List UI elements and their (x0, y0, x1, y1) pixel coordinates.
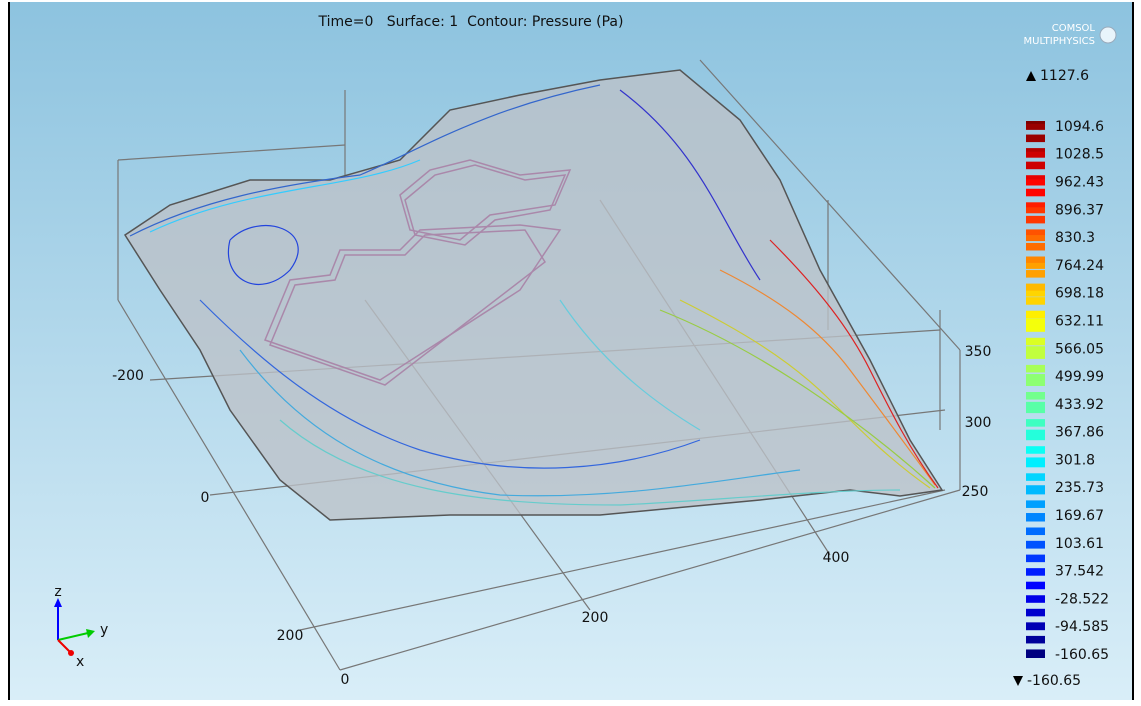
colorbar-level (1026, 179, 1045, 186)
colorbar-min: -160.65 (1027, 673, 1081, 689)
colorbar-segment (1026, 161, 1045, 170)
logo: MULTIPHYSICS (1024, 36, 1095, 47)
colorbar-segment (1026, 378, 1045, 386)
axis-tick-label: 350 (965, 344, 992, 360)
colorbar-level (1026, 151, 1045, 158)
colorbar-label: 433.92 (1055, 397, 1104, 413)
colorbar-label: 764.24 (1055, 258, 1104, 274)
colorbar-segment (1026, 459, 1045, 468)
colorbar-label: 37.542 (1055, 564, 1104, 580)
colorbar-label: 632.11 (1055, 313, 1104, 329)
colorbar-label: 367.86 (1055, 425, 1104, 441)
axis-tick-label: 250 (962, 484, 989, 500)
colorbar-level (1026, 207, 1045, 214)
colorbar-level (1026, 513, 1045, 520)
axis-tick-label: -200 (112, 368, 144, 384)
logo-icon (1099, 26, 1117, 44)
axis-tick-label: 200 (582, 610, 609, 626)
axis-tick-label: 0 (201, 490, 210, 506)
colorbar-label: 499.99 (1055, 369, 1104, 385)
colorbar-label: 103.61 (1055, 536, 1104, 552)
terrain-surface (123, 69, 944, 521)
colorbar-segment (1026, 229, 1045, 237)
axis-tick-label: 400 (823, 550, 850, 566)
colorbar-label: 169.67 (1055, 508, 1104, 524)
colorbar-segment (1026, 337, 1045, 346)
colorbar-label: -94.585 (1055, 619, 1109, 635)
colorbar-segment (1026, 310, 1045, 319)
max-arrow (1026, 71, 1036, 81)
colorbar-segment (1026, 405, 1045, 414)
colorbar-segment (1026, 446, 1045, 454)
axis-triad: z y x (54, 584, 108, 670)
axis-tick-label: 0 (341, 672, 350, 688)
colorbar-segment (1026, 351, 1045, 359)
triad-label: x (76, 654, 84, 670)
colorbar-level (1026, 318, 1045, 325)
colorbar-label: 698.18 (1055, 286, 1104, 302)
colorbar-level (1026, 401, 1045, 408)
axis-tick-label: 200 (277, 628, 304, 644)
buildings (264, 159, 572, 386)
colorbar-level (1026, 262, 1045, 269)
colorbar-segment (1026, 581, 1045, 590)
colorbar-label: 830.3 (1055, 230, 1095, 246)
colorbar-level (1026, 235, 1045, 242)
colorbar-segment (1026, 283, 1045, 292)
colorbar-label: -28.522 (1055, 591, 1109, 607)
colorbar-level (1026, 374, 1045, 381)
colorbar-segment (1026, 297, 1045, 305)
colorbar-label: 896.37 (1055, 202, 1104, 218)
colorbar-max: 1127.6 (1040, 68, 1089, 84)
colorbar-segment (1026, 270, 1045, 278)
colorbar-segment (1026, 256, 1045, 265)
colorbar-level (1026, 624, 1045, 631)
colorbar-label: 235.73 (1055, 480, 1104, 496)
colorbar-level (1026, 346, 1045, 353)
colorbar-segment (1026, 419, 1045, 427)
colorbar-level (1026, 596, 1045, 603)
colorbar-segment (1026, 554, 1045, 563)
colorbar-segment (1026, 134, 1045, 143)
colorbar-level (1026, 123, 1045, 130)
colorbar-segment (1026, 364, 1045, 373)
colorbar-label: 301.8 (1055, 452, 1095, 468)
colorbar-level (1026, 429, 1045, 436)
colorbar-segment (1026, 324, 1045, 332)
colorbar-level (1026, 485, 1045, 492)
triad-label: y (100, 622, 108, 638)
colorbar-segment (1026, 215, 1045, 224)
colorbar-segment (1026, 188, 1045, 197)
colorbar: 1094.6 1028.5 962.43 896.37 830.3 764.24 698.1… (1026, 119, 1109, 663)
colorbar-segment (1026, 608, 1045, 617)
colorbar-label: 1094.6 (1055, 119, 1104, 135)
colorbar-segment (1026, 432, 1045, 441)
colorbar-label: 962.43 (1055, 174, 1104, 190)
colorbar-segment (1026, 473, 1045, 481)
colorbar-segment (1026, 242, 1045, 251)
colorbar-label: 566.05 (1055, 341, 1104, 357)
colorbar-segment (1026, 500, 1045, 508)
colorbar-segment (1026, 392, 1045, 400)
colorbar-level (1026, 290, 1045, 297)
colorbar-label: 1028.5 (1055, 147, 1104, 163)
min-arrow (1013, 676, 1023, 686)
colorbar-segment (1026, 175, 1045, 183)
colorbar-level (1026, 568, 1045, 575)
colorbar-level (1026, 652, 1045, 658)
colorbar-level (1026, 457, 1045, 464)
colorbar-level (1026, 540, 1045, 547)
colorbar-segment (1026, 527, 1045, 536)
contour-lines (129, 84, 939, 506)
axis-tick-label: 300 (965, 415, 992, 431)
colorbar-segment (1026, 635, 1045, 644)
colorbar-label: -160.65 (1055, 647, 1109, 663)
triad-label: z (54, 584, 61, 600)
logo: COMSOL (1052, 23, 1096, 34)
colorbar-segment (1026, 202, 1045, 210)
plot-title: Time=0 Surface: 1 Contour: Pressure (Pa) (318, 14, 624, 30)
